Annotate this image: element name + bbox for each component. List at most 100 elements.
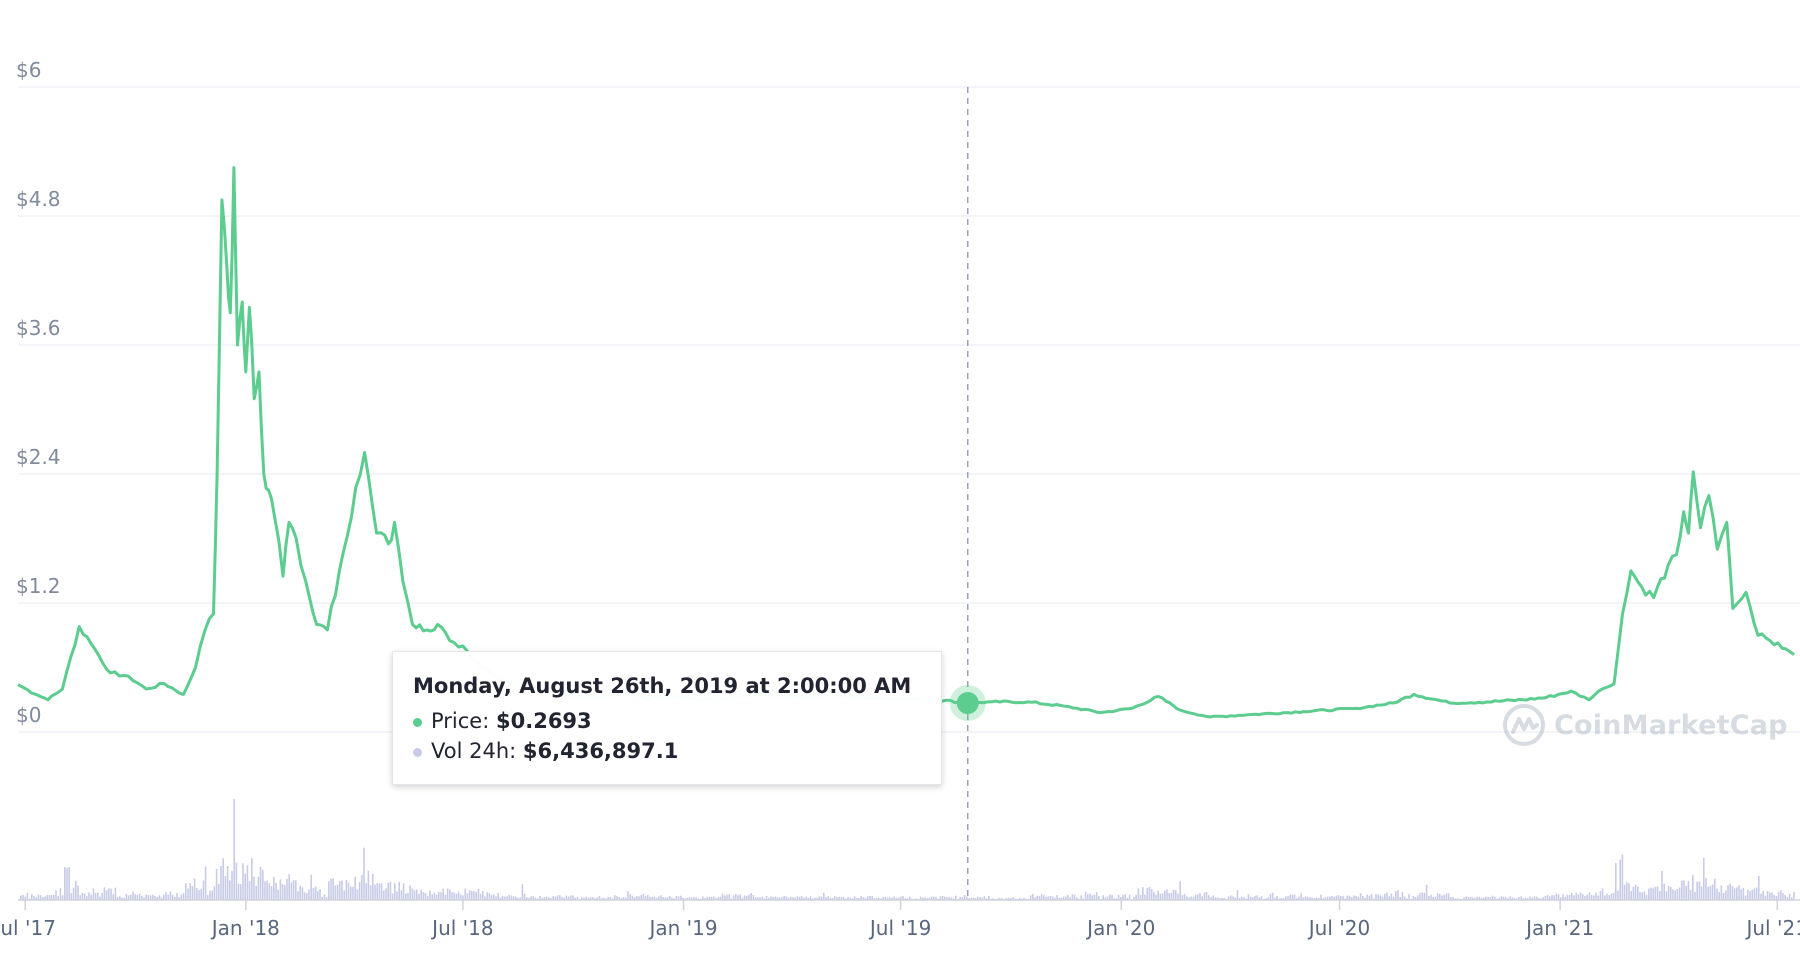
volume-bar xyxy=(834,895,836,900)
volume-bar xyxy=(1463,897,1465,900)
volume-bar xyxy=(653,896,656,900)
tooltip-volume-value: $6,436,897.1 xyxy=(522,739,679,763)
volume-bar xyxy=(1769,892,1771,900)
volume-bar xyxy=(112,894,114,900)
volume-bar xyxy=(336,884,339,900)
volume-bar xyxy=(319,889,321,900)
volume-bar xyxy=(1722,893,1725,900)
volume-bar xyxy=(1729,883,1731,900)
volume-bar xyxy=(1047,896,1049,900)
volume-bar xyxy=(1232,896,1234,900)
volume-bar xyxy=(1298,896,1300,900)
volume-bar xyxy=(1511,897,1514,900)
volume-bar xyxy=(1256,895,1258,900)
volume-bar xyxy=(1080,895,1082,900)
volume-bar xyxy=(411,888,414,900)
volume-bar xyxy=(504,896,506,900)
volume-bar xyxy=(1221,897,1223,900)
volume-bar xyxy=(1060,897,1063,900)
volume-bar xyxy=(1040,894,1043,900)
volume-bar xyxy=(207,895,209,900)
volume-bar xyxy=(154,895,156,900)
volume-bar xyxy=(1153,891,1155,900)
volume-bar xyxy=(1058,897,1060,900)
volume-bar xyxy=(468,890,471,900)
volume-bar xyxy=(1258,897,1261,900)
volume-bar xyxy=(1364,898,1366,900)
volume-bar xyxy=(284,884,286,900)
tooltip-volume-row: Vol 24h: $6,436,897.1 xyxy=(413,736,921,766)
x-tick-label: Jan '19 xyxy=(647,916,717,940)
volume-bar xyxy=(1095,892,1098,900)
volume-bar xyxy=(622,897,625,900)
volume-bar xyxy=(860,896,862,900)
volume-bar xyxy=(167,894,169,900)
volume-bar xyxy=(105,890,108,900)
volume-bar xyxy=(785,896,788,900)
volume-bar xyxy=(1725,890,1727,900)
volume-bar xyxy=(1586,894,1588,900)
volume-bar xyxy=(515,896,517,900)
volume-bar xyxy=(1637,886,1639,900)
volume-bar xyxy=(752,894,755,900)
y-tick-label: $3.6 xyxy=(16,316,61,340)
volume-bar xyxy=(721,893,724,900)
volume-bar xyxy=(1177,893,1179,900)
volume-bar xyxy=(1667,886,1670,900)
hover-point[interactable] xyxy=(956,692,979,715)
volume-bar xyxy=(1005,898,1008,900)
volume-bar xyxy=(204,866,207,900)
volume-bar xyxy=(35,897,37,900)
volume-bar xyxy=(215,868,218,900)
volume-bar xyxy=(1001,898,1003,900)
volume-bar xyxy=(849,898,851,900)
volume-bar xyxy=(559,895,561,900)
volume-bar xyxy=(119,896,121,900)
volume-bar xyxy=(1205,892,1208,900)
volume-bar xyxy=(1588,892,1591,900)
volume-bar xyxy=(433,892,436,900)
volume-bar xyxy=(466,893,469,900)
x-tick-label: Jul '17 xyxy=(0,916,56,940)
volume-bar xyxy=(576,897,579,900)
volume-bar xyxy=(1333,896,1335,900)
volume-bar xyxy=(405,893,407,900)
volume-bar xyxy=(136,895,139,900)
volume-bar xyxy=(1751,889,1753,900)
volume-bar xyxy=(614,895,616,900)
volume-bar xyxy=(1771,892,1773,900)
volume-bar xyxy=(1692,874,1694,900)
volume-bar xyxy=(46,895,48,900)
volume-bar xyxy=(363,847,365,900)
volume-bar xyxy=(1529,896,1531,900)
volume-bar xyxy=(1252,897,1254,900)
volume-bar xyxy=(464,888,466,900)
volume-bar xyxy=(1087,894,1089,900)
volume-bar xyxy=(1575,892,1577,900)
volume-bar xyxy=(460,894,462,900)
volume-bar xyxy=(809,896,812,900)
volume-bar xyxy=(783,895,785,900)
volume-bar xyxy=(1476,896,1478,900)
volume-bar xyxy=(1018,898,1021,900)
volume-bar xyxy=(92,888,95,900)
volume-bar xyxy=(1359,893,1362,900)
volume-bar xyxy=(1069,897,1071,900)
volume-bar xyxy=(737,895,739,900)
volume-bar xyxy=(1654,886,1657,900)
volume-bar xyxy=(708,897,711,900)
volume-bar xyxy=(1399,896,1401,900)
volume-bar xyxy=(475,892,477,900)
volume-bar xyxy=(1597,895,1599,900)
volume-bar xyxy=(658,896,660,900)
volume-bar xyxy=(1285,896,1287,900)
grid-lines xyxy=(18,86,1800,733)
volume-bar xyxy=(693,897,695,900)
volume-bar xyxy=(1522,898,1525,900)
volume-bar xyxy=(1672,889,1674,900)
volume-bar xyxy=(422,892,425,900)
volume-bar xyxy=(941,895,944,900)
volume-bar xyxy=(1452,897,1454,900)
volume-bar xyxy=(741,897,744,900)
